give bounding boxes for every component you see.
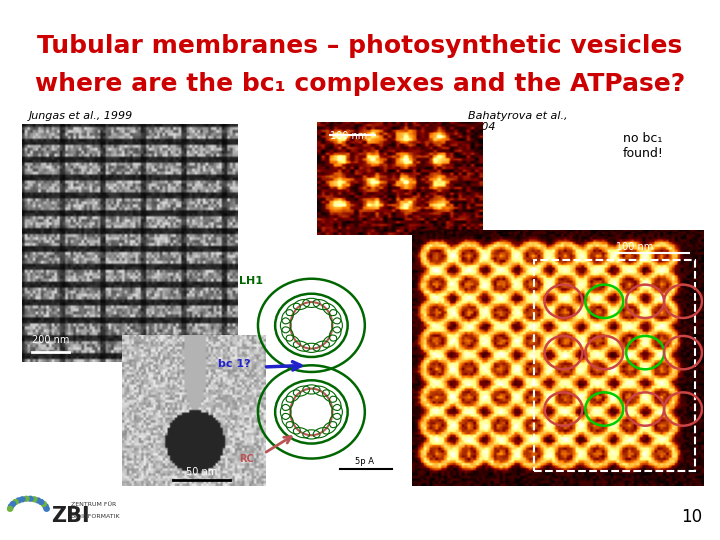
Circle shape (10, 502, 16, 507)
Text: Bahatyrova et al.,
2004: Bahatyrova et al., 2004 (468, 111, 567, 132)
Text: 10: 10 (681, 509, 702, 526)
Circle shape (43, 504, 48, 509)
Text: BIOINFORMATIK: BIOINFORMATIK (71, 514, 120, 519)
Circle shape (16, 498, 22, 503)
Circle shape (7, 507, 13, 511)
Circle shape (44, 507, 49, 511)
Text: Tubular membranes – photosynthetic vesicles: Tubular membranes – photosynthetic vesic… (37, 34, 683, 58)
Circle shape (19, 497, 25, 502)
Text: ZENTRUM FÜR: ZENTRUM FÜR (71, 502, 116, 507)
Text: Jungas et al., 1999: Jungas et al., 1999 (29, 111, 133, 121)
Circle shape (27, 496, 33, 501)
Circle shape (35, 498, 40, 503)
Text: where are the bc₁ complexes and the ATPase?: where are the bc₁ complexes and the ATPa… (35, 72, 685, 96)
Circle shape (24, 496, 29, 501)
Circle shape (38, 500, 44, 504)
Text: 5p A: 5p A (356, 457, 374, 467)
Circle shape (32, 497, 37, 502)
Text: LH1: LH1 (239, 276, 263, 286)
Circle shape (9, 504, 14, 509)
Text: no bc₁
found!: no bc₁ found! (623, 132, 664, 160)
Circle shape (13, 500, 18, 504)
Text: 100 nm: 100 nm (616, 242, 653, 252)
Text: 50 nm: 50 nm (186, 467, 217, 477)
Text: RC: RC (239, 454, 253, 464)
Text: bc 1?: bc 1? (218, 359, 251, 369)
Text: ZBI: ZBI (50, 507, 89, 526)
Text: 100 nm: 100 nm (330, 131, 367, 140)
Bar (534, 260, 695, 470)
Circle shape (41, 502, 46, 507)
Text: 200 nm: 200 nm (32, 335, 70, 345)
